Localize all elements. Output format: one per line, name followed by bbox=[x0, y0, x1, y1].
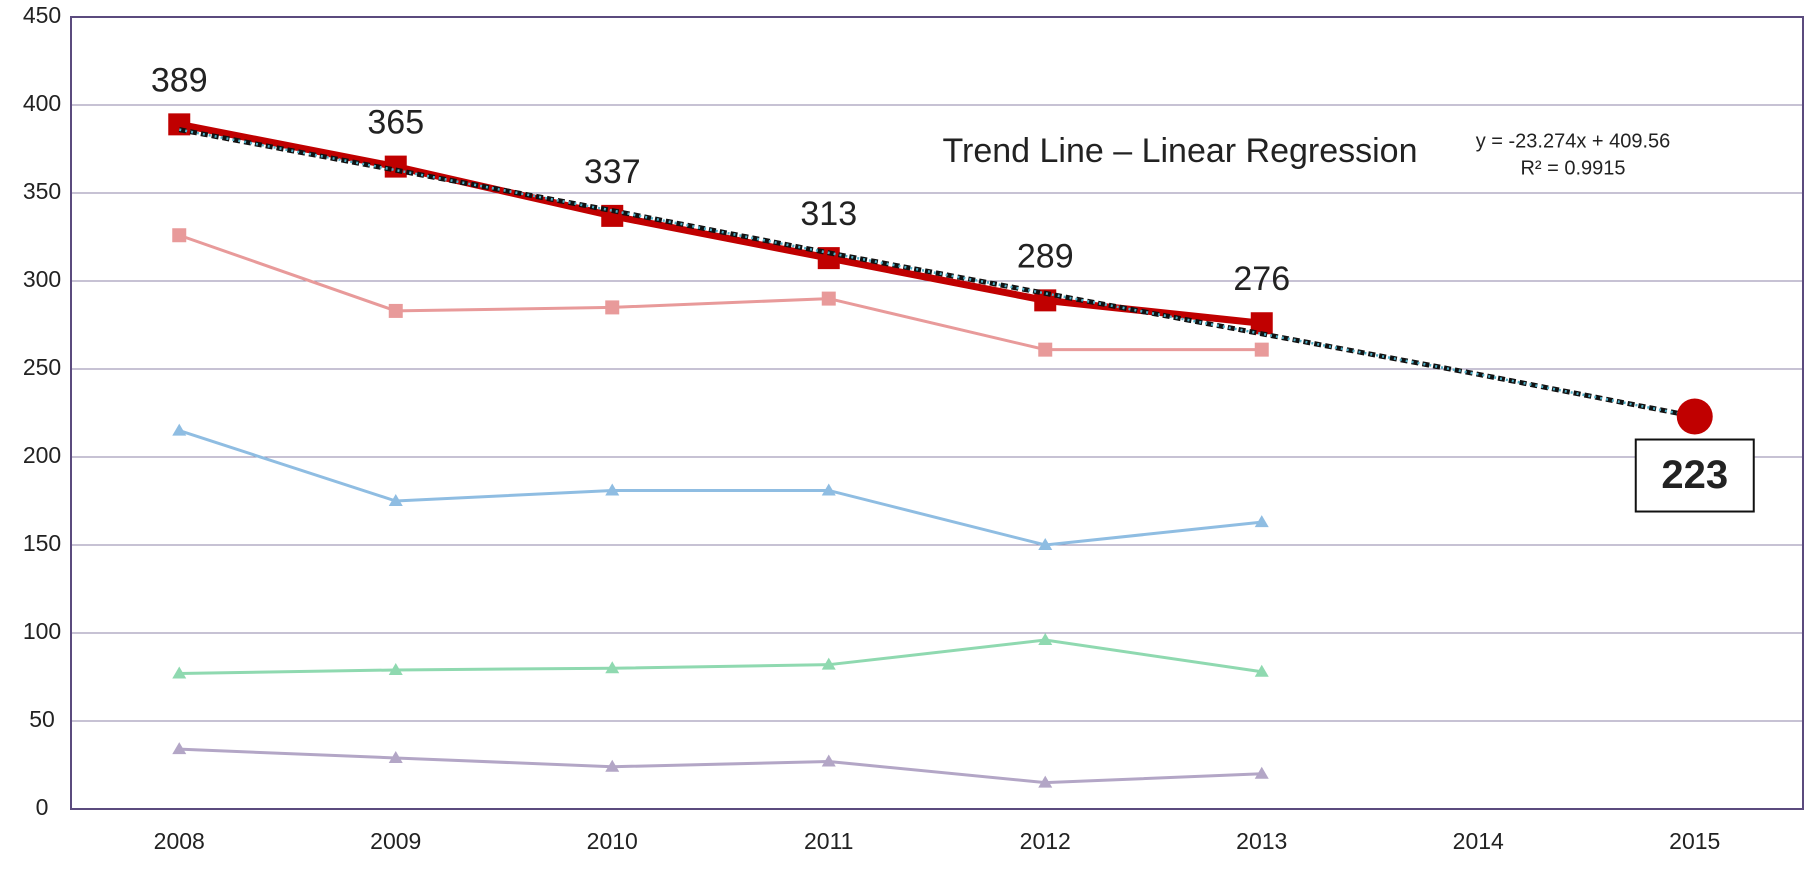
y-tick-label: 450 bbox=[23, 2, 61, 28]
y-tick-label: 200 bbox=[23, 442, 61, 468]
marker bbox=[1038, 633, 1053, 646]
series-line bbox=[178, 429, 1262, 547]
equation: y = -23.274x + 409.56 bbox=[1476, 130, 1671, 152]
x-tick-label: 2013 bbox=[1236, 828, 1287, 854]
trend-point bbox=[1676, 398, 1713, 435]
marker bbox=[821, 291, 836, 306]
marker bbox=[388, 494, 403, 506]
y-tick-label: 400 bbox=[23, 90, 61, 116]
marker bbox=[172, 228, 187, 243]
x-tick-label: 2012 bbox=[1020, 828, 1071, 854]
series-line bbox=[179, 747, 1262, 785]
marker bbox=[1250, 312, 1273, 335]
marker bbox=[172, 666, 187, 679]
value-label: 289 bbox=[1017, 237, 1074, 275]
value-label: 223 bbox=[1661, 453, 1728, 497]
plot-frame bbox=[70, 16, 1804, 810]
marker bbox=[821, 657, 836, 670]
value-label: 276 bbox=[1233, 260, 1290, 298]
trend-line bbox=[178, 127, 1696, 419]
x-tick-label: 2014 bbox=[1453, 828, 1504, 854]
marker bbox=[605, 483, 620, 496]
x-tick-label: 2009 bbox=[370, 828, 421, 854]
x-tick-label: 2011 bbox=[804, 828, 853, 854]
y-tick-label: 150 bbox=[23, 530, 61, 556]
trend-line-dots bbox=[179, 128, 1695, 418]
series-line bbox=[178, 120, 1263, 327]
value-label: 389 bbox=[151, 61, 208, 99]
r-squared: R² = 0.9915 bbox=[1520, 157, 1625, 179]
marker bbox=[1038, 775, 1053, 788]
label-box bbox=[1634, 438, 1755, 513]
marker bbox=[605, 759, 620, 772]
marker bbox=[1038, 538, 1053, 550]
marker bbox=[388, 750, 403, 763]
y-tick-label: 300 bbox=[23, 266, 61, 292]
marker bbox=[1254, 342, 1269, 357]
series-line bbox=[179, 638, 1262, 675]
marker bbox=[1034, 289, 1057, 312]
marker bbox=[172, 423, 187, 436]
value-label: 365 bbox=[367, 104, 424, 142]
y-tick-label: 350 bbox=[23, 178, 61, 204]
marker bbox=[172, 742, 187, 755]
x-tick-label: 2008 bbox=[154, 828, 205, 854]
marker bbox=[821, 754, 836, 767]
y-tick-label: 100 bbox=[23, 618, 61, 644]
y-tick-label: 0 bbox=[36, 794, 49, 820]
marker bbox=[388, 303, 403, 318]
chart-title: Trend Line – Linear Regression bbox=[942, 132, 1417, 170]
marker bbox=[1254, 766, 1269, 779]
marker bbox=[1254, 515, 1269, 528]
marker bbox=[388, 662, 403, 675]
y-tick-label: 50 bbox=[29, 706, 55, 732]
x-tick-label: 2015 bbox=[1669, 828, 1720, 854]
marker bbox=[605, 661, 620, 674]
marker bbox=[1038, 342, 1053, 357]
marker bbox=[605, 300, 620, 315]
x-tick-label: 2010 bbox=[587, 828, 638, 854]
value-label: 313 bbox=[800, 195, 857, 233]
y-tick-label: 250 bbox=[23, 354, 61, 380]
marker bbox=[1254, 664, 1269, 677]
value-label: 337 bbox=[584, 153, 641, 191]
series-line bbox=[178, 233, 1262, 352]
marker bbox=[821, 483, 836, 496]
